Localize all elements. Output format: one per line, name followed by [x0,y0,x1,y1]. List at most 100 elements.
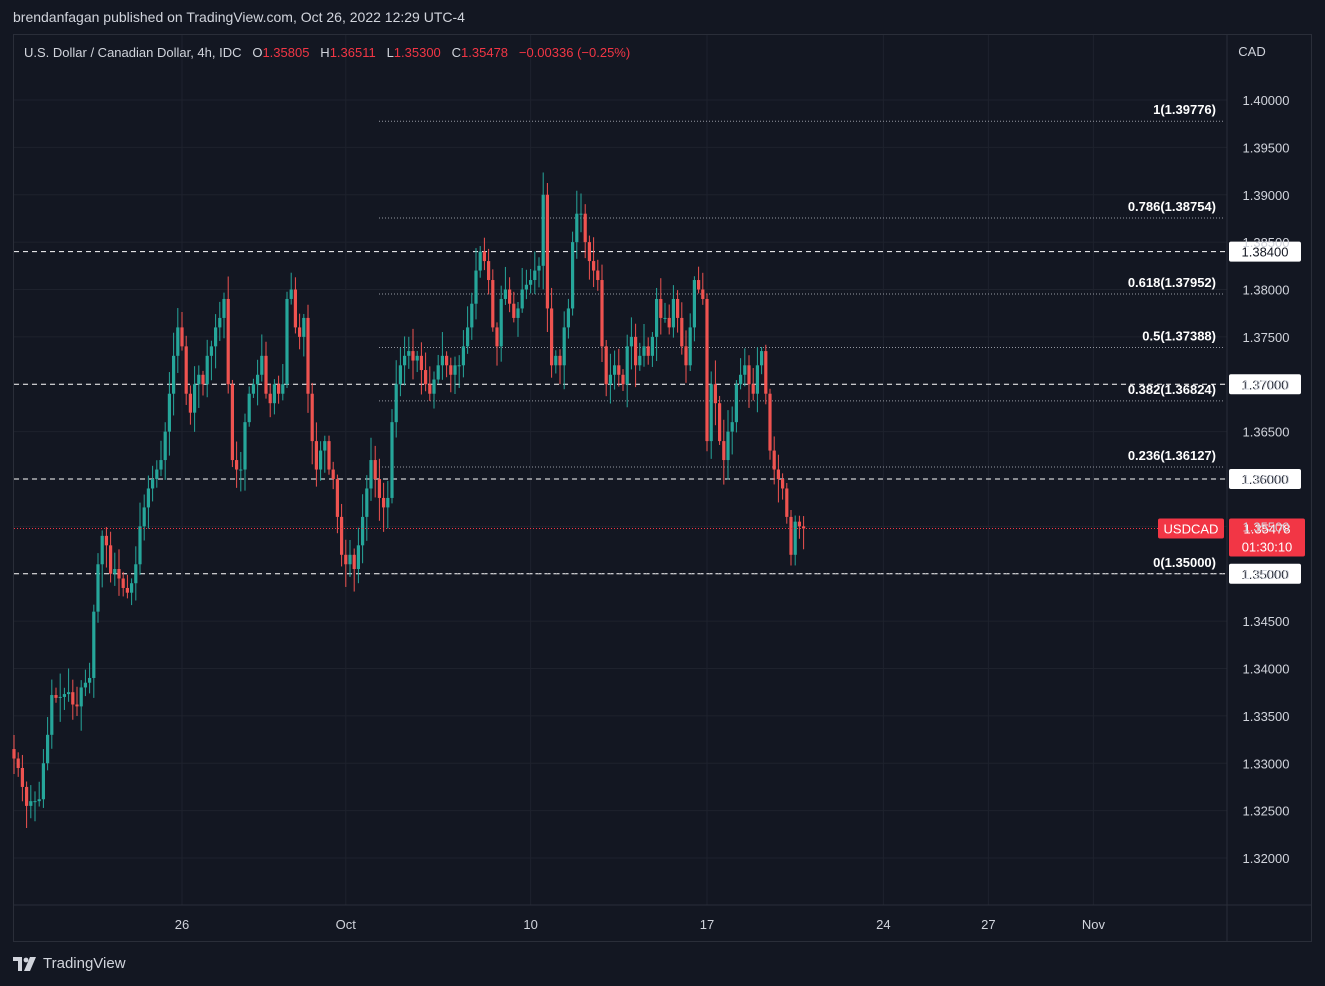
candle-body [96,564,100,612]
candle-body [323,441,327,451]
x-tick-label: Nov [1082,917,1106,932]
y-tick-label: 1.32500 [1243,804,1290,819]
candle-body [33,801,37,803]
candle-body [138,526,142,565]
candle-body [613,365,617,375]
candle-body [453,365,457,375]
candle-body [146,488,150,508]
open-label: O [252,45,263,60]
candle-body [130,583,134,593]
horizontal-level-tag [1229,374,1301,395]
candle-body [293,289,297,328]
horizontal-level-tag [1229,241,1301,262]
y-tick-label: 1.35000 [1243,567,1290,582]
candle-body [37,799,41,802]
candle-body [415,355,419,361]
candle-body [596,270,600,281]
candle-body [247,393,251,423]
candle-body [218,317,222,328]
candle-body [272,384,276,404]
candle-body [155,469,159,479]
horizontal-level-label: 1.38400 [1242,245,1289,260]
candle-body [327,441,331,470]
candle-body [46,734,50,764]
candle-body [474,270,478,304]
candle-body [419,355,423,371]
candle-body [516,308,520,318]
candle-body [289,289,293,299]
candles [12,172,806,828]
candle-body [71,692,75,705]
candle-body [739,374,743,385]
x-tick-label: 26 [175,917,189,932]
candle-body [100,535,104,565]
candle-body [802,526,806,529]
candle-body [398,365,402,385]
candle-body [545,194,549,309]
candle-body [529,280,533,285]
last-price-label: 1.35478 [1244,521,1291,536]
candle-body [629,336,633,347]
candle-body [772,450,776,470]
y-tick-label: 1.36500 [1243,425,1290,440]
fib-label: 0.5(1.37388) [1142,328,1216,343]
candle-body [172,355,176,394]
candle-body [407,351,411,356]
candle-body [277,384,281,394]
candle-body [382,497,386,508]
candle-body [306,317,310,394]
candle-body [726,431,730,461]
candle-body [562,327,566,366]
candle-body [83,682,87,688]
candle-body [20,767,24,787]
candle-body [583,213,587,243]
candle-body [75,704,79,707]
symbol-tag [1158,518,1224,539]
horizontal-level-tag [1229,563,1301,584]
candle-body [499,298,503,347]
fib-label: 0.382(1.36824) [1128,382,1216,397]
candle-body [104,535,108,546]
x-tick-label: 24 [876,917,890,932]
candle-body [428,384,432,394]
candle-body [331,469,335,479]
candle-body [449,365,453,375]
candle-body [436,365,440,380]
candle-body [201,374,205,385]
candle-body [537,265,541,271]
fib-retracement[interactable]: 1(1.39776) 0.786(1.38754) 0.618(1.37952) 0.… [379,102,1225,575]
symbol-tag-label: USDCAD [1164,521,1219,536]
candle-body [319,450,323,470]
candle-body [751,384,755,394]
candle-body [768,393,772,451]
candle-body [281,384,285,394]
candle-body [487,261,491,281]
candle-body [789,516,793,555]
y-tick-label: 1.32000 [1243,851,1290,866]
last-price-line: USDCAD 1.35478 01:30:10 [14,518,1305,557]
symbol-description: U.S. Dollar / Canadian Dollar, 4h, IDC [24,45,242,60]
footer-logo[interactable]: TradingView [13,955,126,972]
candle-body [193,384,197,413]
y-tick-label: 1.38000 [1243,283,1290,298]
candle-body [688,327,692,366]
high-label: H [320,45,330,60]
low-value: 1.35300 [393,45,441,60]
candle-body [663,317,667,319]
candle-body [167,393,171,432]
candle-body [667,317,671,328]
x-tick-label: Oct [336,917,357,932]
candle-body [369,460,373,489]
candle-body [163,431,167,461]
candle-body [12,749,16,759]
candle-body [512,303,516,318]
candle-body [579,213,583,215]
candle-body [256,374,260,385]
candle-body [205,355,209,385]
candle-body [524,284,528,290]
x-tick-label: 27 [981,917,995,932]
y-tick-label: 1.37000 [1243,377,1290,392]
candle-body [394,384,398,423]
candle-body [79,687,83,707]
